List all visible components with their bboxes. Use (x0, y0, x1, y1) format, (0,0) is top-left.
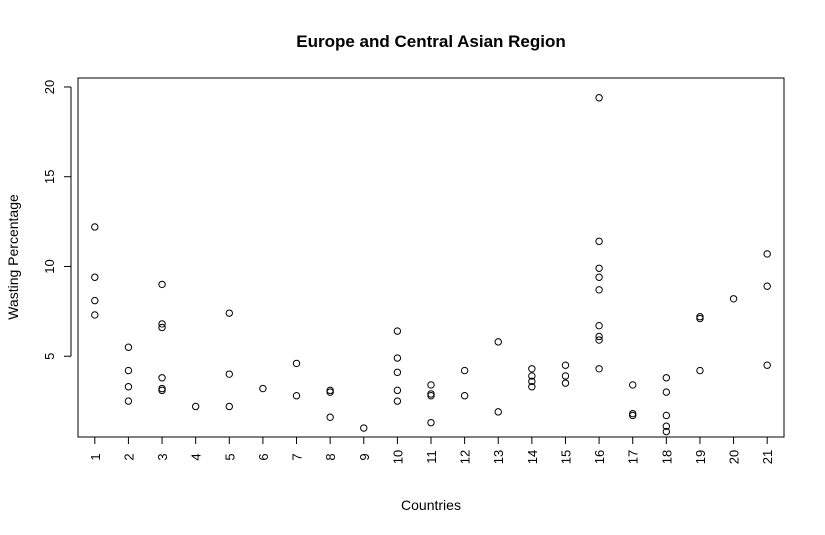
data-point (427, 418, 435, 427)
chart-title: Europe and Central Asian Region (296, 32, 566, 51)
data-point (763, 282, 771, 290)
data-point (595, 322, 603, 330)
data-point (494, 338, 502, 346)
y-axis-label: Wasting Percentage (5, 194, 21, 320)
data-point (124, 397, 133, 405)
y-tick-label: 20 (42, 80, 57, 94)
x-tick-label: 10 (390, 450, 405, 464)
data-point (91, 273, 99, 281)
y-tick-label: 15 (42, 169, 57, 183)
data-point (629, 381, 637, 389)
x-tick-label: 7 (290, 453, 305, 460)
x-tick-label: 21 (760, 450, 775, 464)
data-point (595, 336, 603, 344)
x-tick-label: 18 (659, 450, 674, 464)
data-point (595, 365, 603, 373)
y-tick-label: 10 (42, 259, 57, 273)
data-point (662, 374, 671, 382)
data-point (393, 327, 402, 335)
data-point (225, 370, 233, 378)
data-point (460, 366, 469, 375)
data-point (595, 94, 603, 102)
data-point (763, 250, 771, 258)
data-point (158, 280, 166, 289)
x-tick-label: 20 (727, 450, 742, 464)
x-tick-label: 8 (323, 453, 338, 460)
data-point (427, 381, 435, 389)
x-tick-label: 11 (424, 450, 439, 464)
data-point (393, 354, 402, 362)
data-point (729, 295, 738, 303)
data-point (259, 384, 267, 393)
data-point (393, 386, 402, 395)
data-point (696, 366, 704, 375)
data-point (528, 365, 536, 373)
data-point (561, 361, 570, 369)
data-point (629, 411, 637, 420)
data-point (494, 408, 502, 416)
plot-frame (77, 77, 785, 438)
data-point (460, 392, 469, 400)
data-point (393, 397, 402, 405)
data-point (393, 368, 402, 377)
x-axis-label: Countries (401, 497, 461, 513)
data-point (292, 359, 301, 368)
data-point (528, 383, 536, 391)
data-point (91, 223, 99, 231)
data-point (225, 402, 233, 411)
data-point (360, 424, 368, 432)
x-tick-label: 12 (458, 450, 473, 464)
x-tick-label: 5 (222, 453, 237, 460)
data-point (528, 372, 536, 380)
data-point (158, 386, 166, 395)
data-point (124, 343, 133, 351)
data-point (91, 311, 99, 319)
data-point (124, 366, 133, 375)
data-points (91, 94, 771, 436)
data-point (124, 383, 133, 391)
data-point (662, 411, 671, 420)
data-point (158, 323, 166, 332)
x-tick-label: 19 (693, 450, 708, 464)
x-tick-label: 13 (491, 450, 506, 464)
x-tick-label: 3 (155, 453, 170, 460)
data-point (595, 286, 603, 294)
x-tick-label: 4 (189, 453, 204, 460)
data-point (662, 388, 671, 396)
data-point (595, 273, 603, 281)
data-point (427, 392, 435, 400)
data-point (292, 392, 301, 400)
x-tick-label: 14 (525, 450, 540, 464)
data-point (595, 264, 603, 272)
y-tick-label: 5 (42, 353, 57, 360)
x-tick-label: 16 (592, 450, 607, 464)
data-point (225, 309, 233, 317)
x-axis: 1 2 3 4 5 6 7 8 9 10 11 12 13 14 15 16 17 18 19 20 21 (88, 436, 775, 464)
data-point (158, 320, 166, 328)
data-point (561, 372, 570, 380)
data-point (662, 427, 671, 436)
data-point (595, 237, 603, 246)
x-tick-label: 17 (626, 450, 641, 464)
data-point (91, 296, 99, 305)
data-point (326, 413, 334, 421)
data-point (561, 379, 570, 387)
x-tick-label: 2 (121, 453, 136, 460)
data-point (158, 374, 166, 382)
data-point (191, 402, 200, 411)
data-point (595, 332, 603, 341)
data-point (696, 314, 704, 323)
data-point (662, 422, 671, 430)
y-axis: 5 10 15 20 (42, 80, 72, 360)
x-tick-label: 15 (558, 450, 573, 464)
x-tick-label: 6 (256, 453, 271, 460)
x-tick-label: 9 (357, 453, 372, 460)
data-point (528, 377, 536, 386)
data-point (763, 361, 771, 369)
x-tick-label: 1 (88, 453, 103, 460)
data-point (326, 388, 334, 396)
